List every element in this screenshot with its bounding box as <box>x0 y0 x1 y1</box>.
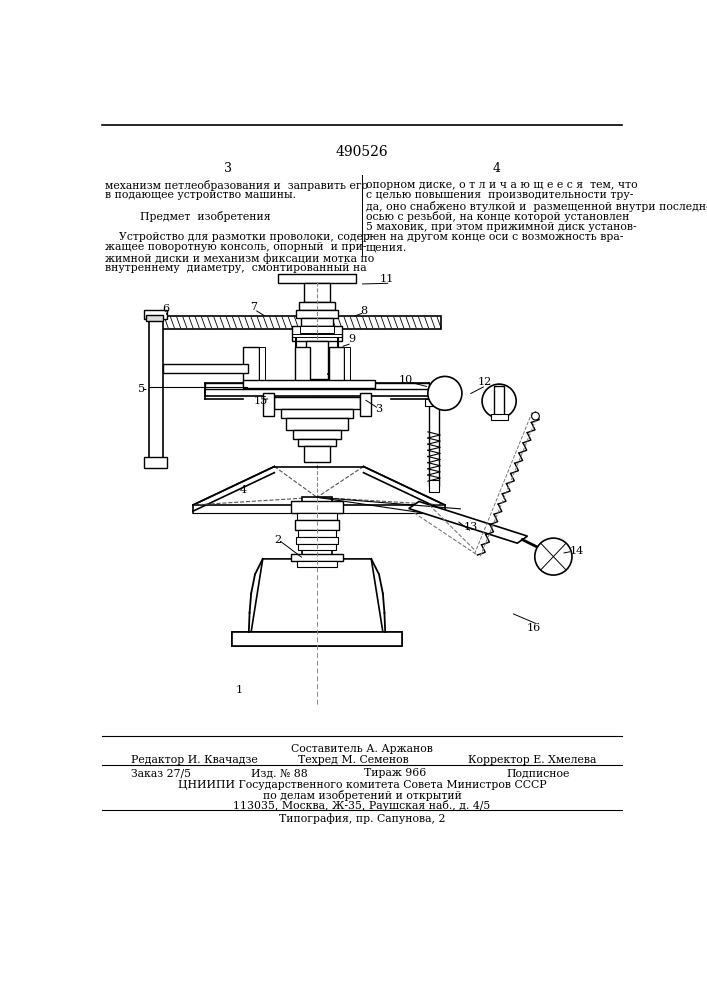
Text: Устройство для размотки проволоки, содер-: Устройство для размотки проволоки, содер… <box>105 232 374 242</box>
Bar <box>299 302 335 310</box>
Text: 2: 2 <box>275 535 282 545</box>
Polygon shape <box>204 388 429 396</box>
Text: Заказ 27/5: Заказ 27/5 <box>131 768 191 778</box>
Bar <box>296 537 338 544</box>
Bar <box>296 310 338 318</box>
Bar <box>163 364 248 373</box>
Text: 9: 9 <box>349 334 356 344</box>
Circle shape <box>428 376 462 410</box>
Text: лен на другом конце оси с возможность вра-: лен на другом конце оси с возможность вр… <box>366 232 623 242</box>
Text: Корректор Е. Хмелева: Корректор Е. Хмелева <box>468 755 597 765</box>
Text: Тираж 966: Тираж 966 <box>363 768 426 778</box>
Text: жимной диски и механизм фиксации мотка по: жимной диски и механизм фиксации мотка п… <box>105 253 375 264</box>
Bar <box>292 326 341 341</box>
Text: 3: 3 <box>224 162 232 175</box>
Text: 7: 7 <box>250 302 257 312</box>
Text: ЦНИИПИ Государственного комитета Совета Министров СССР: ЦНИИПИ Государственного комитета Совета … <box>177 780 547 790</box>
Text: Техред М. Семенов: Техред М. Семенов <box>298 755 409 765</box>
Bar <box>494 386 504 416</box>
Bar <box>300 326 334 333</box>
Bar <box>298 544 336 550</box>
Text: 16: 16 <box>527 623 541 633</box>
Bar <box>281 409 354 418</box>
Bar <box>243 380 375 388</box>
Text: щения.: щения. <box>366 242 407 252</box>
Bar <box>304 446 330 462</box>
Text: 13: 13 <box>463 522 477 532</box>
Text: 5: 5 <box>138 384 145 394</box>
Bar <box>304 283 330 302</box>
Text: 10: 10 <box>399 375 414 385</box>
Bar <box>286 418 348 430</box>
Bar <box>298 439 336 446</box>
Bar <box>306 341 328 379</box>
Bar <box>303 497 332 632</box>
Text: по делам изобретений и открытий: по делам изобретений и открытий <box>262 790 462 801</box>
Text: Подписное: Подписное <box>507 768 571 778</box>
Text: 11: 11 <box>380 274 394 284</box>
Bar <box>144 310 168 319</box>
Text: 113035, Москва, Ж-35, Раушская наб., д. 4/5: 113035, Москва, Ж-35, Раушская наб., д. … <box>233 800 491 811</box>
Text: опорном диске, о т л и ч а ю щ е е с я  тем, что: опорном диске, о т л и ч а ю щ е е с я т… <box>366 180 638 190</box>
Bar <box>259 347 265 386</box>
Bar <box>149 312 163 466</box>
Bar <box>297 561 337 567</box>
Bar <box>154 316 441 329</box>
Text: осью с резьбой, на конце которой установлен: осью с резьбой, на конце которой установ… <box>366 211 629 222</box>
Text: 490526: 490526 <box>336 145 388 159</box>
Bar <box>144 457 168 468</box>
Bar <box>298 530 336 537</box>
Bar <box>360 393 371 416</box>
Bar <box>429 480 438 492</box>
Polygon shape <box>251 559 383 632</box>
Text: Редактор И. Квачадзе: Редактор И. Квачадзе <box>131 755 258 765</box>
Text: в подающее устройство машины.: в подающее устройство машины. <box>105 190 296 200</box>
Bar <box>232 632 402 646</box>
Bar <box>491 414 508 420</box>
Text: 12: 12 <box>478 377 492 387</box>
Text: Составитель А. Аржанов: Составитель А. Аржанов <box>291 744 433 754</box>
Bar <box>291 554 343 561</box>
Text: 5 маховик, при этом прижимной диск установ-: 5 маховик, при этом прижимной диск устан… <box>366 222 636 232</box>
Circle shape <box>482 384 516 418</box>
Bar <box>291 501 343 513</box>
Bar <box>429 386 438 486</box>
Text: Предмет  изобретения: Предмет изобретения <box>105 211 271 222</box>
Bar <box>344 347 351 386</box>
Text: внутреннему  диаметру,  смонтированный на: внутреннему диаметру, смонтированный на <box>105 263 367 273</box>
Bar <box>274 397 360 409</box>
Text: 6: 6 <box>163 304 170 314</box>
Bar <box>295 347 310 386</box>
Text: Изд. № 88: Изд. № 88 <box>251 768 308 778</box>
Polygon shape <box>409 501 527 543</box>
Bar <box>300 318 333 326</box>
Text: жащее поворотную консоль, опорный  и при-: жащее поворотную консоль, опорный и при- <box>105 242 367 252</box>
Bar <box>146 315 163 321</box>
Text: Типография, пр. Сапунова, 2: Типография, пр. Сапунова, 2 <box>279 813 445 824</box>
Bar <box>329 347 344 386</box>
Bar <box>204 383 429 389</box>
Text: 4: 4 <box>493 162 501 175</box>
Polygon shape <box>232 632 402 646</box>
Text: с целью повышения  производительности тру-: с целью повышения производительности тру… <box>366 190 633 200</box>
Text: 14: 14 <box>570 546 584 556</box>
Text: 8: 8 <box>360 306 367 316</box>
Bar <box>263 393 274 416</box>
Bar <box>243 347 259 386</box>
Bar <box>425 399 443 406</box>
Bar <box>279 274 356 283</box>
Text: 15: 15 <box>253 396 267 406</box>
Text: 1: 1 <box>236 685 243 695</box>
Bar <box>297 513 337 520</box>
Text: 4: 4 <box>240 485 247 495</box>
Bar <box>295 520 339 530</box>
Text: механизм петлеобразования и  заправить его: механизм петлеобразования и заправить ег… <box>105 180 368 191</box>
Circle shape <box>532 412 539 420</box>
Bar <box>293 430 341 439</box>
Circle shape <box>534 538 572 575</box>
Text: 3: 3 <box>375 404 382 414</box>
Text: да, оно снабжено втулкой и  размещенной внутри последней: да, оно снабжено втулкой и размещенной в… <box>366 201 707 212</box>
